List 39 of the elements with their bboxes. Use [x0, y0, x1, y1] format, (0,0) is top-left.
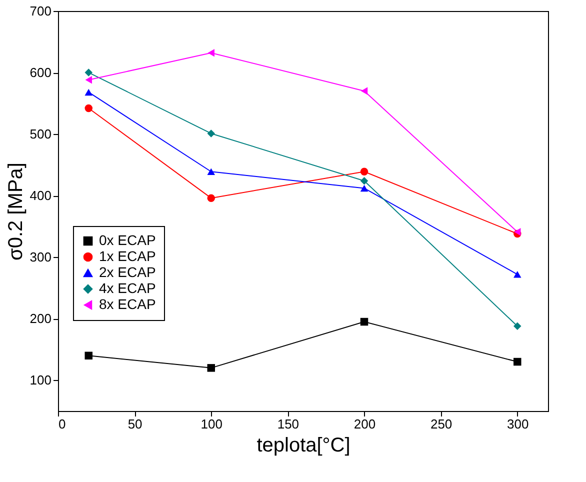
legend-label: 0x ECAP — [99, 232, 156, 248]
y-tick-label: 500 — [30, 126, 52, 142]
y-tick-label: 300 — [30, 250, 52, 265]
x-tick-label: 150 — [277, 416, 300, 432]
legend-label: 1x ECAP — [99, 248, 156, 264]
legend-label: 8x ECAP — [99, 296, 156, 312]
point — [360, 176, 368, 185]
point — [207, 168, 215, 175]
point — [207, 194, 215, 202]
x-tick-label: 250 — [430, 416, 452, 432]
y-tick-label: 700 — [30, 4, 52, 18]
x-tick-label: 300 — [507, 416, 529, 432]
point — [360, 318, 368, 326]
point — [360, 184, 368, 192]
point — [208, 48, 214, 57]
x-tick-label: 200 — [354, 416, 376, 432]
point — [84, 68, 92, 76]
point — [514, 322, 522, 330]
x-axis-title: teplota[°C] — [256, 434, 350, 456]
y-axis-title: σ0.2 [MPa] — [4, 162, 27, 260]
y-tick-label: 600 — [30, 65, 52, 80]
point — [85, 76, 92, 84]
x-tick-label: 0 — [58, 416, 66, 432]
x-tick-label: 100 — [200, 416, 222, 432]
y-tick-label: 200 — [30, 311, 52, 326]
point — [84, 104, 92, 112]
y-tick-label: 400 — [30, 188, 52, 204]
point — [514, 271, 522, 278]
x-tick-label: 50 — [128, 416, 142, 432]
point — [207, 364, 215, 372]
point — [84, 352, 92, 360]
point — [360, 168, 368, 176]
point — [360, 87, 368, 95]
legend-label: 2x ECAP — [99, 264, 156, 280]
point — [84, 88, 92, 96]
legend-label: 4x ECAP — [99, 280, 156, 296]
point — [207, 130, 215, 138]
point — [514, 358, 522, 366]
y-tick-label: 100 — [30, 372, 52, 388]
